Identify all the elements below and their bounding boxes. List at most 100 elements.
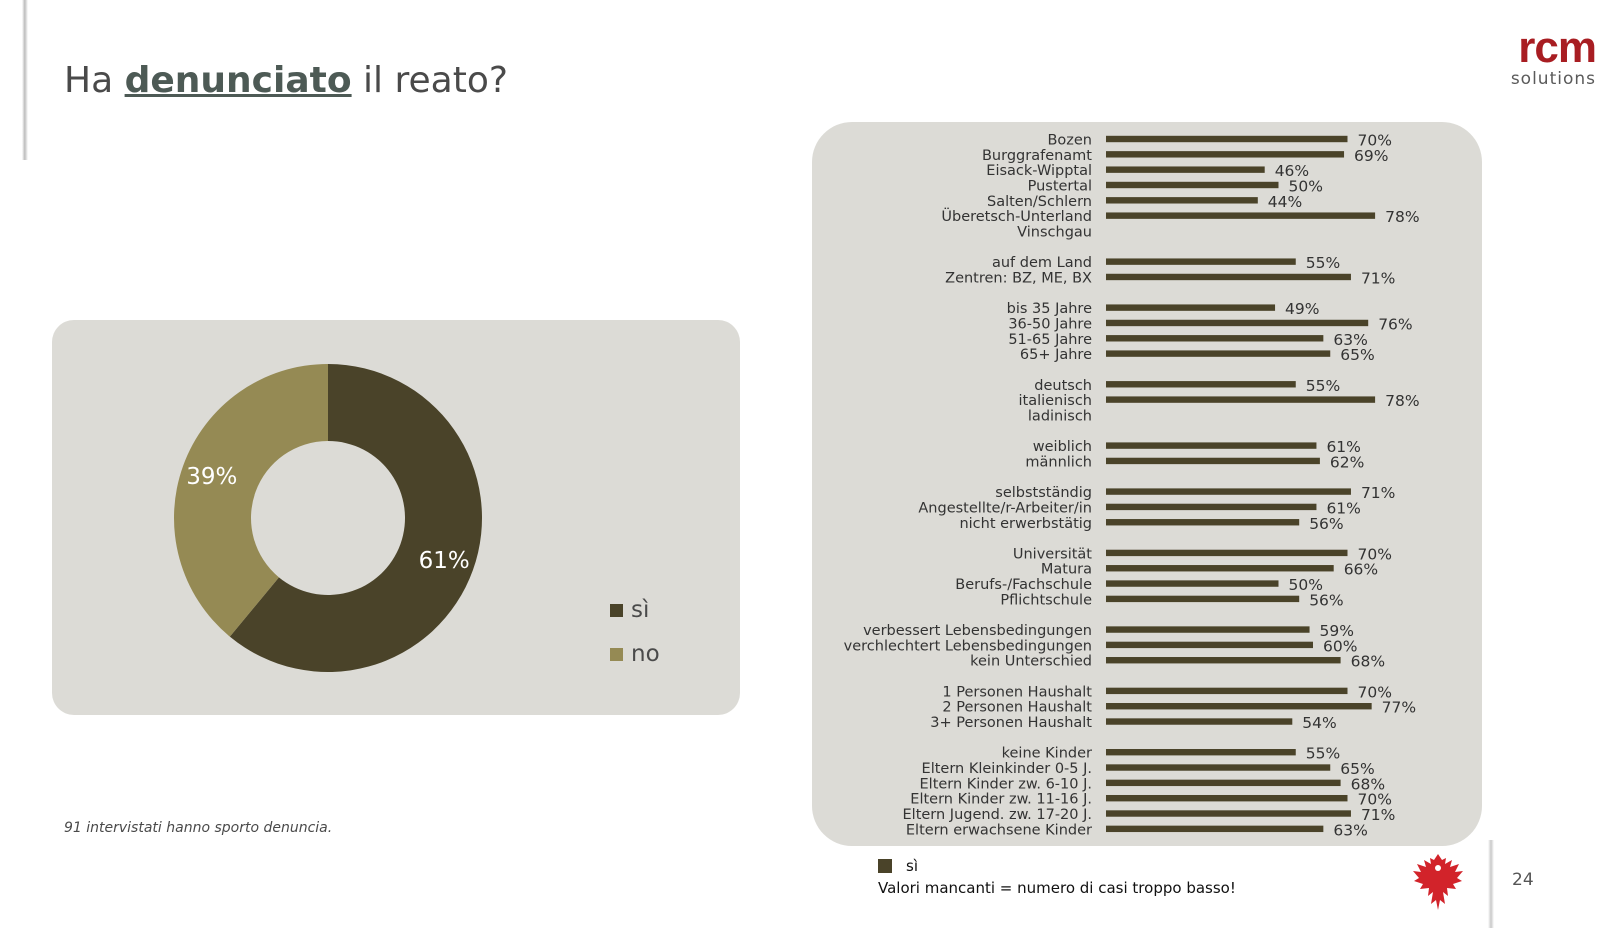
bar bbox=[1106, 304, 1276, 311]
bar bbox=[1106, 381, 1296, 388]
bar-value-label: 50% bbox=[1289, 576, 1323, 594]
title-suffix: il reato? bbox=[363, 60, 508, 101]
bar-value-label: 78% bbox=[1385, 392, 1419, 410]
bar-category-label: Überetsch-Unterland bbox=[941, 207, 1092, 225]
bar-category-label: Zentren: BZ, ME, BX bbox=[945, 270, 1092, 286]
bar-category-label: Eltern erwachsene Kinder bbox=[906, 822, 1092, 838]
bar bbox=[1106, 718, 1293, 725]
bar bbox=[1106, 580, 1279, 587]
bar-category-label: weiblich bbox=[1033, 439, 1092, 455]
donut-legend: sì no bbox=[610, 588, 660, 676]
bar-value-label: 55% bbox=[1306, 377, 1340, 395]
bar bbox=[1106, 595, 1300, 603]
bar-value-label: 71% bbox=[1361, 806, 1395, 824]
legend-item-no: no bbox=[610, 632, 660, 676]
bar bbox=[1106, 641, 1313, 649]
donut-label-no: 39% bbox=[186, 464, 237, 490]
bar-category-label: Matura bbox=[1041, 562, 1092, 578]
bar-category-label: Angestellte/r-Arbeiter/in bbox=[918, 500, 1092, 516]
bar-category-label: 3+ Personen Haushalt bbox=[930, 715, 1092, 731]
bar bbox=[1106, 519, 1300, 526]
bar-legend-swatch bbox=[878, 859, 892, 873]
bar bbox=[1106, 794, 1348, 802]
bar-category-label: selbstständig bbox=[995, 485, 1092, 501]
legend-item-si: sì bbox=[610, 588, 660, 632]
bar-value-label: 65% bbox=[1340, 346, 1374, 364]
bar bbox=[1106, 258, 1296, 265]
bar-value-label: 70% bbox=[1358, 132, 1392, 150]
bar-value-label: 63% bbox=[1333, 331, 1367, 349]
bar bbox=[1106, 212, 1376, 219]
bar bbox=[1106, 703, 1372, 710]
bar-chart-panel: Bozen 70% Burggrafenamt 69% Eisack-Wipptal 46… bbox=[812, 122, 1482, 846]
page-title: Ha denunciato il reato? bbox=[64, 60, 508, 101]
page-number: 24 bbox=[1512, 870, 1534, 890]
bar bbox=[1106, 779, 1341, 787]
bar bbox=[1106, 335, 1324, 342]
bar-value-label: 46% bbox=[1275, 162, 1309, 180]
bar bbox=[1106, 442, 1317, 449]
bar bbox=[1106, 657, 1341, 664]
bar-category-label: Burggrafenamt bbox=[982, 148, 1092, 164]
company-logo: rcm solutions bbox=[1496, 23, 1597, 90]
bar-value-label: 55% bbox=[1306, 254, 1340, 272]
bar-category-label: Eltern Jugend. zw. 17-20 J. bbox=[903, 807, 1093, 823]
bar bbox=[1106, 503, 1317, 511]
bar bbox=[1106, 810, 1351, 817]
bar bbox=[1106, 319, 1369, 327]
title-emphasis: denunciato bbox=[124, 60, 352, 101]
bar-value-label: 70% bbox=[1358, 545, 1392, 563]
bar-value-label: 56% bbox=[1309, 515, 1343, 533]
bar bbox=[1106, 396, 1376, 403]
bar-value-label: 49% bbox=[1285, 300, 1319, 318]
bar-legend-label: sì bbox=[906, 857, 918, 875]
bar-category-label: Eisack-Wipptal bbox=[986, 163, 1092, 179]
bar-value-label: 70% bbox=[1358, 683, 1392, 701]
tyrolean-eagle-icon bbox=[1413, 854, 1463, 910]
bar bbox=[1106, 764, 1331, 771]
bar-value-label: 77% bbox=[1382, 699, 1416, 717]
bar-value-label: 54% bbox=[1302, 714, 1336, 732]
bar-legend: sì Valori mancanti = numero di casi trop… bbox=[878, 856, 1236, 900]
logo-wordmark: rcm bbox=[1518, 23, 1597, 72]
bar-value-label: 70% bbox=[1358, 791, 1392, 809]
bar-category-label: Salten/Schlern bbox=[987, 194, 1092, 210]
bar-category-label: Pflichtschule bbox=[1000, 592, 1092, 608]
bar-category-label: Vinschgau bbox=[1017, 224, 1092, 240]
bar-value-label: 59% bbox=[1320, 622, 1354, 640]
bar-value-label: 61% bbox=[1326, 438, 1360, 456]
bar-category-label: Eltern Kleinkinder 0-5 J. bbox=[922, 761, 1092, 777]
bar bbox=[1106, 151, 1345, 158]
legend-label-si: sì bbox=[631, 597, 650, 623]
bar-category-label: verchlechtert Lebensbedingungen bbox=[844, 638, 1092, 654]
bar-value-label: 44% bbox=[1268, 193, 1302, 211]
respondents-footnote: 91 intervistati hanno sporto denuncia. bbox=[64, 820, 333, 836]
page-number-divider bbox=[1488, 840, 1494, 928]
bar bbox=[1106, 273, 1351, 281]
donut-chart-panel: 61% 39% sì no bbox=[52, 320, 740, 715]
legend-label-no: no bbox=[631, 641, 660, 667]
bar-value-label: 78% bbox=[1385, 208, 1419, 226]
bar-value-label: 50% bbox=[1289, 177, 1323, 195]
bar-category-label: Eltern Kinder zw. 6-10 J. bbox=[920, 776, 1093, 792]
logo-tagline: solutions bbox=[1510, 69, 1596, 89]
bar bbox=[1106, 197, 1258, 204]
bar-category-label: Bozen bbox=[1047, 133, 1092, 149]
bar-category-label: auf dem Land bbox=[992, 255, 1092, 271]
bar-value-label: 68% bbox=[1351, 775, 1385, 793]
donut-slice-no bbox=[173, 364, 328, 637]
bar-value-label: 65% bbox=[1340, 760, 1374, 778]
bar-legend-item: sì bbox=[878, 856, 1236, 876]
bar-category-label: Universität bbox=[1013, 546, 1092, 562]
bar-value-label: 71% bbox=[1361, 269, 1395, 287]
bar-category-label: Eltern Kinder zw. 11-16 J. bbox=[910, 792, 1092, 808]
donut-chart: 61% 39% bbox=[173, 364, 482, 672]
bar-category-label: nicht erwerbstätig bbox=[959, 516, 1092, 532]
bar-value-label: 61% bbox=[1326, 499, 1360, 517]
bar bbox=[1106, 626, 1310, 633]
bar bbox=[1106, 350, 1331, 357]
bar bbox=[1106, 825, 1324, 833]
missing-values-note: Valori mancanti = numero di casi troppo … bbox=[878, 879, 1236, 897]
bar-value-label: 56% bbox=[1309, 591, 1343, 609]
bar bbox=[1106, 749, 1296, 756]
